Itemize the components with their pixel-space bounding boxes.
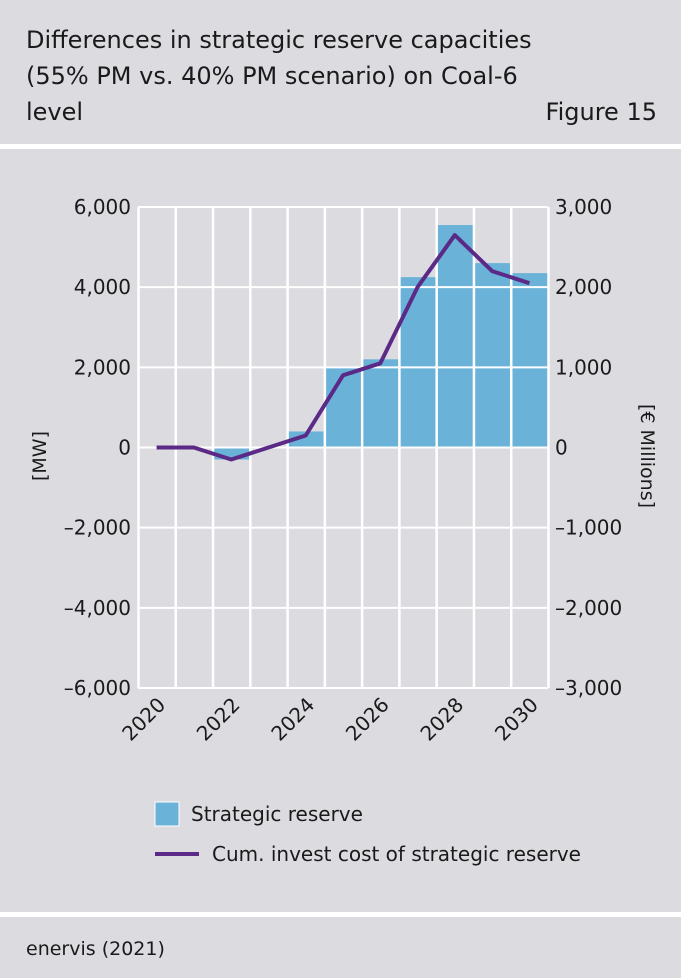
line-series (156, 233, 531, 462)
x-tick-label: 2026 (341, 693, 394, 746)
bar-2027 (399, 277, 436, 448)
bar-2029 (473, 263, 511, 448)
y2-tick-label: –1,000 (555, 516, 622, 540)
top-divider (0, 144, 681, 149)
figure-label: Figure 15 (545, 98, 657, 126)
y2-tick-label: –3,000 (555, 676, 622, 700)
x-tick-label: 2030 (490, 693, 543, 746)
y-axis-left-ticks: 6,000 4,000 2,000 0 –2,000 –4,000 –6,000 (64, 195, 131, 700)
x-tick-label: 2024 (266, 693, 319, 746)
y-tick-label: –2,000 (64, 516, 131, 540)
source-note: enervis (2021) (26, 938, 165, 960)
chart-title: Differences in strategic reserve capacit… (26, 26, 532, 126)
legend-label-strategic-reserve: Strategic reserve (191, 802, 363, 826)
gridlines (137, 206, 550, 689)
y2-tick-label: 3,000 (555, 195, 612, 219)
y-tick-label: 2,000 (74, 355, 131, 379)
y-axis-right-title: [€ Millions] (636, 404, 658, 508)
y2-tick-label: –2,000 (555, 596, 622, 620)
y-axis-right-ticks: 3,000 2,000 1,000 0 –1,000 –2,000 –3,000 (555, 195, 622, 700)
combo-chart: 6,000 4,000 2,000 0 –2,000 –4,000 –6,000 3,000… (29, 195, 658, 866)
y-tick-label: –6,000 (64, 676, 131, 700)
bar-2030 (511, 273, 548, 448)
y-tick-label: 0 (118, 436, 131, 460)
x-axis-ticks: 2020 2022 2024 2026 2028 2030 (117, 693, 543, 746)
y2-tick-label: 0 (555, 436, 568, 460)
bar-2025 (324, 367, 362, 448)
y-tick-label: –4,000 (64, 596, 131, 620)
y-axis-left-title: [MW] (29, 431, 51, 481)
x-tick-label: 2028 (415, 693, 468, 746)
y2-tick-label: 2,000 (555, 275, 612, 299)
x-tick-label: 2020 (117, 693, 170, 746)
y-tick-label: 4,000 (74, 275, 131, 299)
bar-series (213, 225, 548, 460)
bar-2026 (362, 359, 399, 448)
y-tick-label: 6,000 (74, 195, 131, 219)
bar-2028 (436, 225, 473, 448)
bottom-divider (0, 912, 681, 917)
legend: Strategic reserve Cum. invest cost of st… (154, 801, 581, 866)
legend-swatch-strategic-reserve (154, 801, 180, 827)
y2-tick-label: 1,000 (555, 355, 612, 379)
bar-2024 (287, 431, 324, 448)
chart-header: Differences in strategic reserve capacit… (0, 0, 681, 144)
legend-label-invest-cost: Cum. invest cost of strategic reserve (212, 842, 581, 866)
x-tick-label: 2022 (192, 693, 245, 746)
